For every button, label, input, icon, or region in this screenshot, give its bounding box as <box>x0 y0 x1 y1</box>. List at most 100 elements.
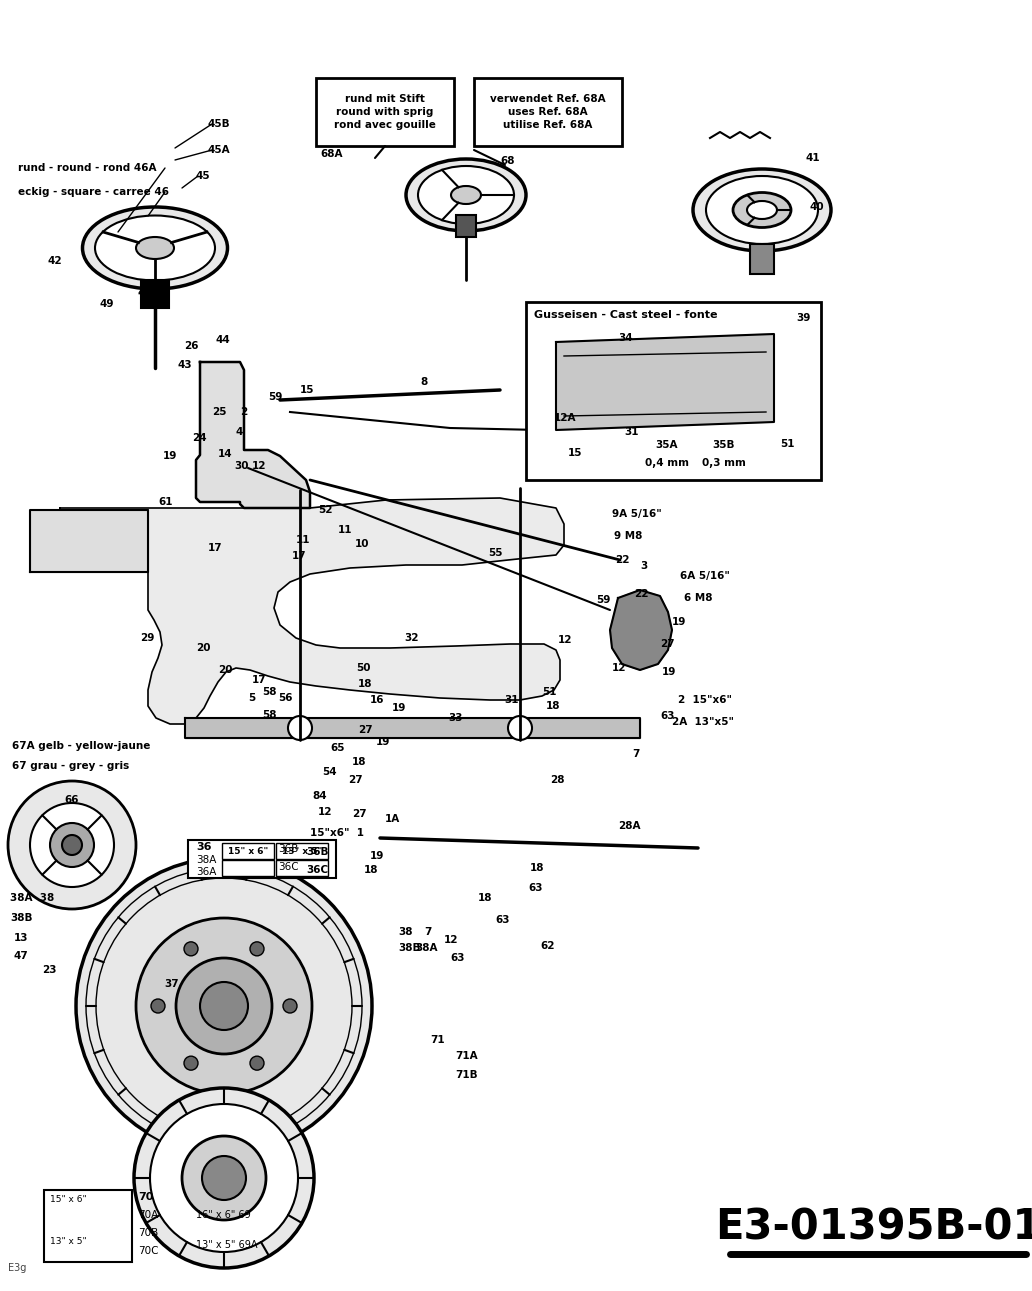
Text: 16: 16 <box>370 695 385 705</box>
Text: verwendet Ref. 68A
uses Ref. 68A
utilise Ref. 68A: verwendet Ref. 68A uses Ref. 68A utilise… <box>490 94 606 130</box>
Bar <box>222 843 275 859</box>
Text: 65: 65 <box>330 744 345 753</box>
Circle shape <box>288 717 312 740</box>
Text: 32: 32 <box>404 633 419 643</box>
Text: 24: 24 <box>192 432 206 443</box>
Polygon shape <box>60 498 565 724</box>
Text: 18: 18 <box>546 701 560 711</box>
Text: 70B: 70B <box>138 1228 158 1238</box>
Text: eckig - square - carree 46: eckig - square - carree 46 <box>18 187 169 198</box>
Text: 17: 17 <box>252 675 266 686</box>
Text: 6A 5/16": 6A 5/16" <box>680 571 730 581</box>
Ellipse shape <box>706 176 818 244</box>
Text: 52: 52 <box>318 505 332 515</box>
Text: 17: 17 <box>292 551 307 562</box>
Circle shape <box>200 982 248 1030</box>
Text: 36: 36 <box>196 842 212 852</box>
Circle shape <box>184 1056 198 1070</box>
Text: 36B: 36B <box>278 844 298 855</box>
Text: rund mit Stift
round with sprig
rond avec gouille: rund mit Stift round with sprig rond ave… <box>334 94 436 130</box>
Bar <box>750 244 774 274</box>
Text: 42: 42 <box>49 256 63 266</box>
Text: 19: 19 <box>163 451 178 461</box>
Circle shape <box>50 822 94 868</box>
Text: 35B: 35B <box>712 440 735 451</box>
Text: 38A: 38A <box>196 855 217 865</box>
Text: 23: 23 <box>42 964 57 975</box>
Text: 63: 63 <box>660 711 675 720</box>
Polygon shape <box>610 590 672 670</box>
Text: 18: 18 <box>530 862 545 873</box>
Circle shape <box>176 958 272 1053</box>
Text: 13" x 5": 13" x 5" <box>50 1237 87 1246</box>
Text: 40: 40 <box>810 201 825 212</box>
Circle shape <box>150 1104 298 1252</box>
Circle shape <box>202 1155 246 1201</box>
Text: 5: 5 <box>248 693 255 704</box>
Text: 47: 47 <box>14 951 29 961</box>
Text: 2: 2 <box>240 407 248 417</box>
Text: 7: 7 <box>424 927 431 937</box>
Text: 71A: 71A <box>455 1051 478 1061</box>
Text: E3-01395B-01: E3-01395B-01 <box>715 1206 1032 1248</box>
Circle shape <box>182 1136 266 1220</box>
Polygon shape <box>556 334 774 430</box>
Text: 35A: 35A <box>655 440 677 451</box>
Text: 12: 12 <box>444 935 458 945</box>
Bar <box>44 1190 132 1263</box>
Text: 12: 12 <box>558 635 573 646</box>
Text: 12: 12 <box>252 461 266 471</box>
Bar <box>141 280 169 309</box>
Text: 36A: 36A <box>196 868 217 877</box>
Text: E3g: E3g <box>8 1263 27 1273</box>
Text: 22: 22 <box>634 589 648 599</box>
Text: 59: 59 <box>596 595 610 605</box>
Text: rund - round - rond 46A: rund - round - rond 46A <box>18 163 157 173</box>
Bar <box>526 302 821 480</box>
Ellipse shape <box>406 159 526 231</box>
Ellipse shape <box>418 167 514 225</box>
Text: 30: 30 <box>234 461 249 471</box>
Text: 2A  13"x5": 2A 13"x5" <box>672 717 734 727</box>
Ellipse shape <box>95 216 215 280</box>
Text: 51: 51 <box>780 439 795 449</box>
Text: 51: 51 <box>542 687 556 697</box>
Text: 28A: 28A <box>618 821 641 831</box>
Text: 38A  38: 38A 38 <box>10 893 55 902</box>
Circle shape <box>8 781 136 909</box>
Text: 36C: 36C <box>278 862 298 871</box>
Circle shape <box>184 942 198 955</box>
Circle shape <box>136 918 312 1093</box>
Text: 45A: 45A <box>208 145 230 155</box>
Text: 15" x 6": 15" x 6" <box>228 847 268 856</box>
Text: 12: 12 <box>318 807 332 817</box>
Text: 1A: 1A <box>385 815 400 824</box>
Text: 17: 17 <box>208 544 223 553</box>
Text: 38B: 38B <box>10 913 32 923</box>
Text: 67 grau - grey - gris: 67 grau - grey - gris <box>12 760 129 771</box>
Text: Gusseisen - Cast steel - fonte: Gusseisen - Cast steel - fonte <box>534 310 717 320</box>
Text: 12: 12 <box>612 664 626 673</box>
Circle shape <box>250 942 264 955</box>
Text: 22: 22 <box>615 555 630 565</box>
Circle shape <box>687 367 715 394</box>
Text: 45: 45 <box>195 170 209 181</box>
Ellipse shape <box>733 192 791 227</box>
Text: 71B: 71B <box>455 1070 478 1081</box>
Text: 18: 18 <box>478 893 492 902</box>
Text: 9 M8: 9 M8 <box>614 531 642 541</box>
Text: 62: 62 <box>540 941 554 951</box>
Text: 27: 27 <box>352 809 366 818</box>
Text: 68A: 68A <box>320 148 343 159</box>
Text: 54: 54 <box>322 767 336 777</box>
Text: 19: 19 <box>392 704 407 713</box>
Text: 63: 63 <box>528 883 543 893</box>
Text: 3: 3 <box>640 562 647 571</box>
Polygon shape <box>30 510 148 572</box>
Circle shape <box>727 365 755 392</box>
Text: 44: 44 <box>216 334 231 345</box>
Text: 36C: 36C <box>307 865 328 875</box>
Text: 29: 29 <box>140 633 155 643</box>
Ellipse shape <box>83 207 227 289</box>
Text: 38: 38 <box>398 927 413 937</box>
